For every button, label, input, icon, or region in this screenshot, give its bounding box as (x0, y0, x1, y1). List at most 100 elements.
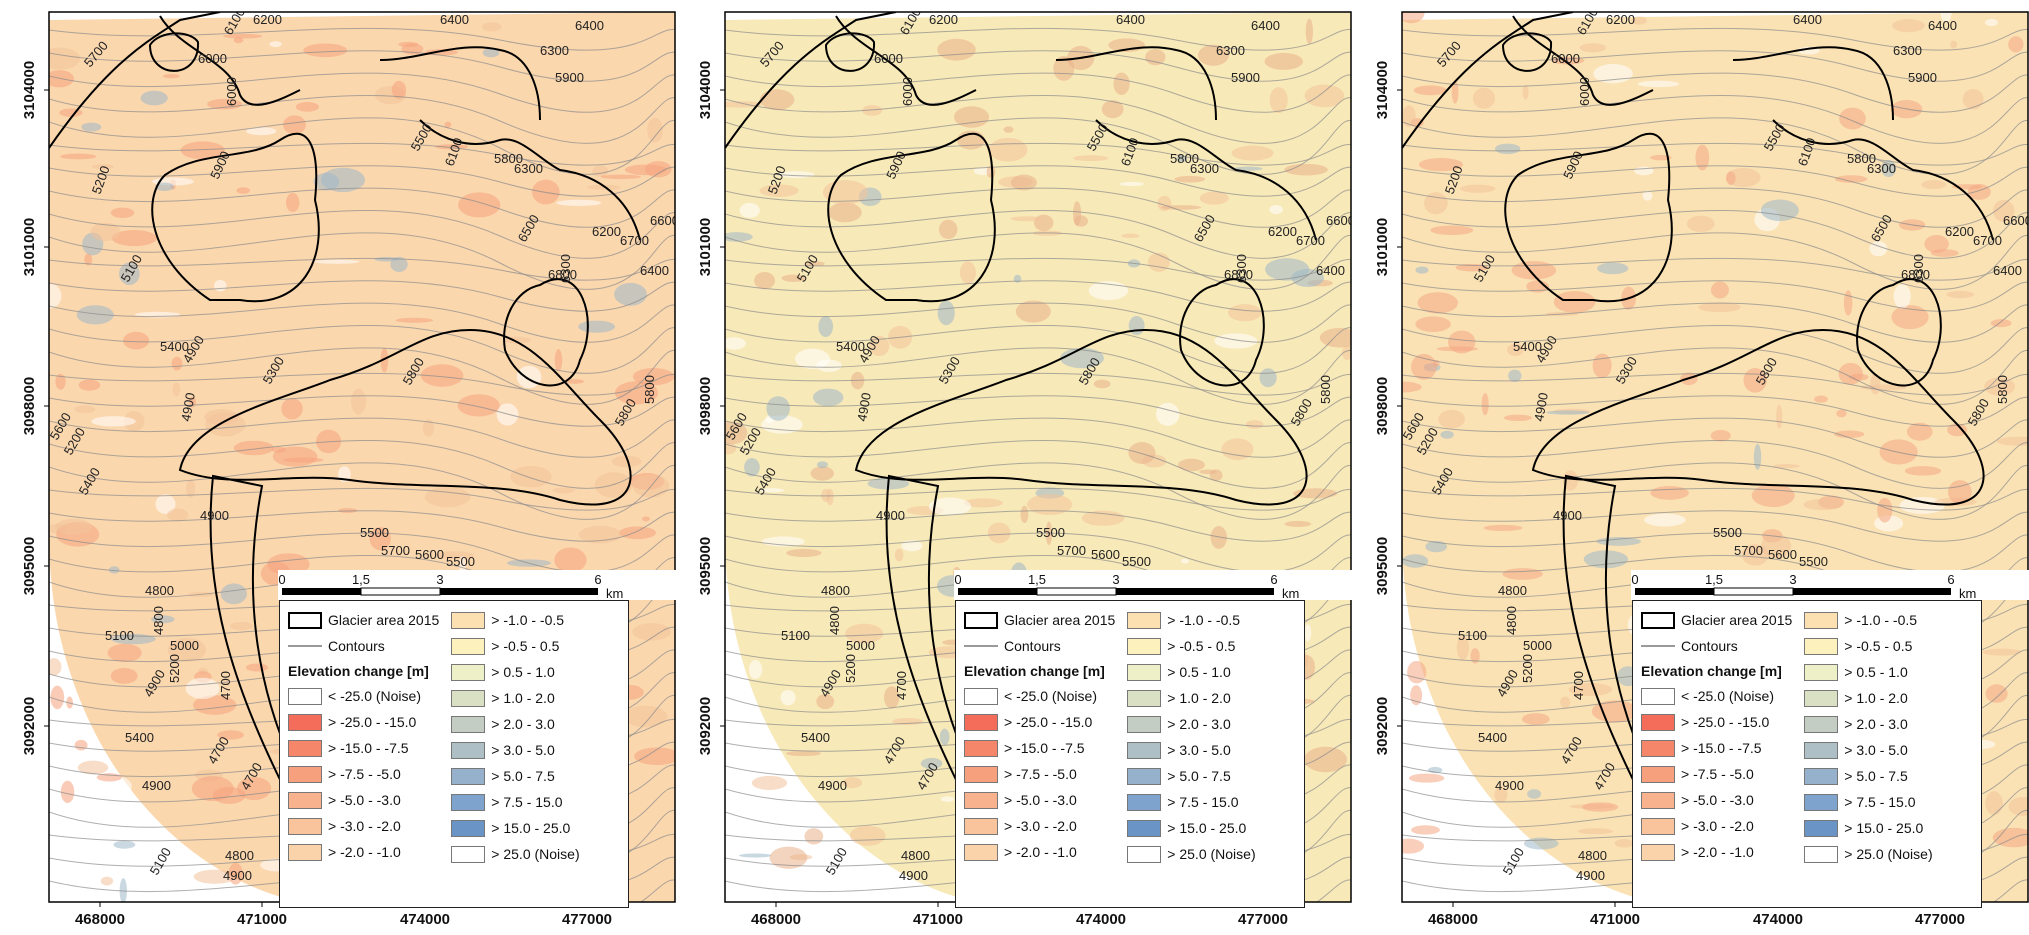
legend-contours: Contours (1641, 633, 1792, 659)
legend-swatch (1127, 819, 1162, 837)
contour-label: 6200 (1268, 224, 1297, 239)
raster-patch (295, 102, 320, 112)
raster-patch (1834, 175, 1868, 183)
legend-class: > -2.0 - -1.0 (288, 839, 439, 865)
contour-line (725, 487, 1351, 511)
contour-label: 6800 (1224, 267, 1253, 282)
legend-swatch (1127, 611, 1162, 629)
raster-patch (108, 566, 120, 574)
raster-patch (185, 677, 220, 700)
raster-patch (217, 730, 244, 740)
contour-line (49, 417, 675, 458)
raster-patch (59, 108, 83, 117)
contour-line (725, 302, 1351, 343)
raster-patch (751, 775, 788, 790)
raster-patch (78, 379, 101, 391)
raster-patch (804, 828, 824, 845)
raster-patch (647, 117, 663, 143)
contour-label: 4800 (1578, 848, 1607, 863)
contour-label: 6800 (1901, 267, 1930, 282)
legend-label: > 0.5 - 1.0 (491, 664, 555, 680)
raster-patch (1231, 145, 1274, 161)
scale-bar-label: 1,5 (352, 572, 370, 587)
legend-label: > 0.5 - 1.0 (1844, 664, 1908, 680)
contour-line (725, 372, 1351, 396)
contour-label: 4800 (821, 583, 850, 598)
raster-patch (119, 262, 140, 286)
legend-class: > 25.0 (Noise) (1127, 841, 1256, 867)
legend-label: > 3.0 - 5.0 (1844, 742, 1908, 758)
x-tick-label: 468000 (75, 911, 125, 928)
legend-swatch (288, 713, 322, 731)
legend-class: > 1.0 - 2.0 (1804, 685, 1932, 711)
legend-class: > -0.5 - 0.5 (1127, 633, 1255, 659)
contour-label: 6400 (1116, 12, 1145, 27)
raster-patch (303, 43, 348, 58)
raster-patch (786, 548, 822, 558)
raster-patch (313, 172, 340, 191)
raster-patch (828, 202, 862, 223)
y-tick-label: 3101000 (697, 218, 714, 276)
contour-label: 5400 (160, 339, 189, 354)
raster-patch (725, 442, 737, 455)
raster-patch (1227, 304, 1262, 322)
raster-patch (510, 465, 552, 488)
raster-patch (207, 98, 242, 110)
legend-class: > -3.0 - -2.0 (964, 813, 1115, 839)
raster-patch (1456, 635, 1469, 660)
legend-label: Contours (1004, 638, 1061, 654)
glacier-outline (1732, 46, 1994, 241)
contour-label: 4700 (218, 671, 233, 700)
legend-swatch (964, 687, 998, 705)
legend-swatch (1641, 739, 1675, 757)
raster-patch (1145, 49, 1166, 66)
raster-patch (1269, 204, 1283, 215)
raster-patch (186, 479, 196, 498)
raster-patch (1924, 234, 1949, 253)
raster-patch (821, 488, 831, 502)
raster-patch (1710, 281, 1729, 299)
contour-label: 6400 (640, 263, 669, 278)
raster-patch (172, 382, 181, 397)
contour-line (1402, 395, 2028, 427)
raster-patch (1425, 540, 1448, 553)
legend-class: > 5.0 - 7.5 (1127, 763, 1255, 789)
raster-patch (1631, 16, 1647, 25)
contour-line (725, 532, 1351, 573)
contour-label: 4800 (151, 606, 166, 635)
raster-patch (1155, 402, 1180, 426)
raster-patch (1177, 458, 1205, 472)
legend-swatch (288, 687, 322, 705)
legend-label: > -15.0 - -7.5 (1004, 740, 1085, 756)
raster-patch (744, 458, 760, 477)
raster-patch (1899, 496, 1945, 514)
contour-line (1402, 209, 2028, 259)
raster-patch (940, 796, 954, 802)
contour-line (49, 50, 675, 82)
raster-patch (868, 335, 890, 357)
legend-label: > -5.0 - -3.0 (328, 792, 401, 808)
contour-label: 6300 (540, 43, 569, 58)
legend-swatch (1641, 713, 1675, 731)
raster-patch (1305, 18, 1313, 45)
raster-patch (1410, 825, 1440, 835)
legend-title: Elevation change [m] (964, 663, 1105, 679)
contour-line (725, 232, 1351, 290)
raster-patch (1402, 12, 1425, 24)
contour-label: 6200 (253, 12, 282, 27)
legend-label: < -25.0 (Noise) (328, 688, 421, 704)
raster-patch (1101, 100, 1124, 119)
raster-patch (1993, 199, 2015, 222)
legend-swatch (1127, 637, 1162, 655)
raster-patch (937, 300, 955, 326)
raster-patch (281, 398, 303, 420)
raster-patch (49, 283, 62, 309)
legend-swatch (451, 689, 486, 707)
contour-line (49, 117, 675, 175)
contour-line (725, 280, 1351, 312)
legend-glacier-area: Glacier area 2015 (1641, 607, 1792, 633)
raster-patch (963, 498, 1003, 508)
legend-label: > 3.0 - 5.0 (491, 742, 555, 758)
legend-class: > -7.5 - -5.0 (1641, 761, 1792, 787)
raster-patch (1015, 300, 1051, 323)
